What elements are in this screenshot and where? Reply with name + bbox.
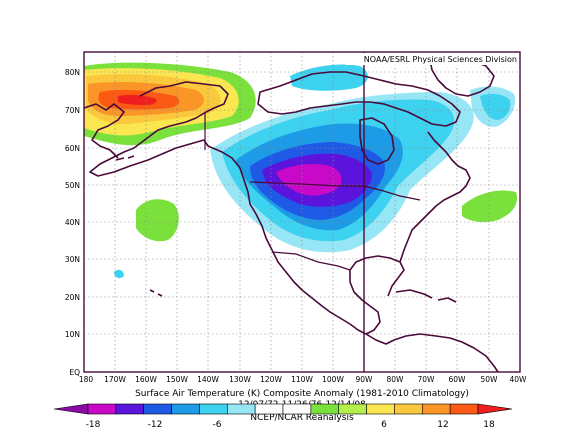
colorbar-swatch bbox=[421, 403, 451, 415]
colorbar-tick-label: -12 bbox=[148, 420, 163, 430]
colorbar-swatch bbox=[394, 403, 423, 415]
colorbar-swatch bbox=[310, 403, 340, 415]
lon-label: 80W bbox=[387, 375, 405, 384]
colorbar-swatch bbox=[115, 403, 145, 415]
coastlines bbox=[83, 57, 499, 373]
warm-region-atlantic bbox=[462, 190, 518, 223]
coast-hudson bbox=[359, 117, 395, 165]
coast-south-america bbox=[393, 333, 499, 373]
colorbar-arrow-low bbox=[53, 403, 89, 415]
lat-label: 80N bbox=[65, 68, 80, 77]
colorbar-swatch bbox=[282, 403, 312, 415]
coast-siberia bbox=[83, 103, 125, 159]
anomaly-shading bbox=[84, 62, 518, 279]
colorbar-swatch bbox=[226, 403, 256, 415]
coast-gulf bbox=[349, 255, 405, 335]
colorbar-tick-label: 12 bbox=[437, 420, 448, 430]
lon-label: 140W bbox=[197, 375, 219, 384]
colorbar-swatch bbox=[366, 403, 395, 415]
colorbar-tick-label: 6 bbox=[381, 420, 387, 430]
colorbar-swatch bbox=[254, 403, 284, 415]
colorbar-swatch bbox=[199, 403, 228, 415]
colorbar-swatch bbox=[338, 403, 367, 415]
colorbar-swatch bbox=[143, 403, 172, 415]
source-label: NOAA/ESRL Physical Sciences Division bbox=[364, 55, 517, 64]
lon-label: 120W bbox=[260, 375, 282, 384]
coast-hawaii bbox=[149, 289, 163, 297]
colorbar-ticks: -18 -12 -6 6 12 18 bbox=[86, 420, 495, 430]
coast-arctic bbox=[257, 71, 461, 127]
colorbar-tick-label: -18 bbox=[86, 420, 101, 430]
caption-title: Surface Air Temperature (K) Composite An… bbox=[135, 389, 469, 399]
caption-source: NCEP/NCAR Reanalysis bbox=[250, 413, 354, 423]
coast-west bbox=[239, 167, 367, 335]
lon-label: 60W bbox=[449, 375, 467, 384]
border-us-mexico bbox=[271, 251, 351, 271]
colorbar-swatch bbox=[87, 403, 117, 415]
source-label-box bbox=[346, 53, 519, 65]
plot-frame bbox=[83, 51, 521, 373]
lon-label: 170W bbox=[104, 375, 126, 384]
lon-label: 40W bbox=[510, 375, 528, 384]
coast-east bbox=[399, 131, 471, 263]
warm-region-pacific bbox=[136, 199, 179, 242]
lon-label: 90W bbox=[356, 375, 374, 384]
lat-label: 60N bbox=[65, 144, 80, 153]
coast-cuba bbox=[395, 289, 433, 299]
colorbar-swatch bbox=[449, 403, 479, 415]
colorbar-arrow-high bbox=[477, 403, 513, 415]
cold-region-strong bbox=[276, 164, 342, 196]
lat-label: 40N bbox=[65, 218, 80, 227]
lat-label: 10N bbox=[65, 330, 80, 339]
lon-label: 100W bbox=[322, 375, 344, 384]
warm-region-alaska-hottest bbox=[118, 95, 157, 105]
cold-region-hawaii bbox=[114, 269, 124, 279]
colorbar-tick-label: 18 bbox=[483, 420, 495, 430]
colorbar-tick-label: -6 bbox=[213, 420, 222, 430]
lon-label: 160W bbox=[135, 375, 157, 384]
coast-panama bbox=[365, 333, 395, 345]
lat-label: EQ bbox=[69, 368, 80, 377]
lat-label: 20N bbox=[65, 293, 80, 302]
coast-hispaniola bbox=[437, 297, 457, 303]
lat-label: 70N bbox=[65, 106, 80, 115]
lon-label: 130W bbox=[229, 375, 251, 384]
lon-label: 150W bbox=[166, 375, 188, 384]
lon-label: 50W bbox=[481, 375, 499, 384]
lon-label: 110W bbox=[291, 375, 313, 384]
coast-alaska bbox=[89, 81, 241, 177]
cold-region-arctic-east-2 bbox=[480, 93, 511, 120]
lat-label: 50N bbox=[65, 181, 80, 190]
lat-label: 30N bbox=[65, 255, 80, 264]
colorbar-swatch bbox=[171, 403, 200, 415]
cold-region-arctic bbox=[290, 64, 368, 91]
lon-label: 180 bbox=[79, 375, 94, 384]
lon-label: 70W bbox=[418, 375, 436, 384]
coast-aleutians bbox=[115, 155, 135, 161]
lat-axis: 80N 70N 60N 50N 40N 30N 20N 10N EQ bbox=[65, 68, 80, 377]
colorbar bbox=[53, 403, 513, 415]
lon-axis: 180 170W 160W 150W 140W 130W 120W 110W 1… bbox=[79, 375, 527, 384]
